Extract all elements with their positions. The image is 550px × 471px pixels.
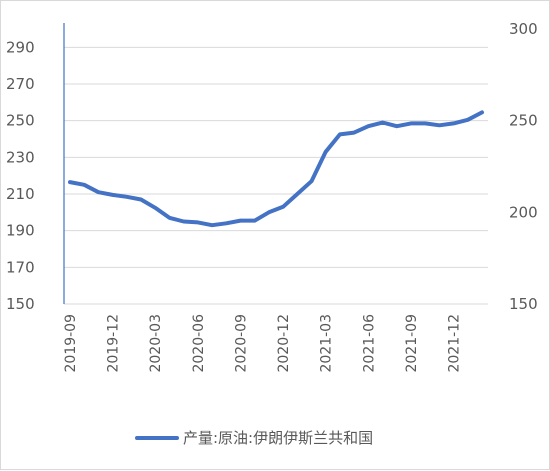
data-point <box>352 131 356 135</box>
left-tick-label: 270 <box>6 75 35 93</box>
right-tick-label: 200 <box>509 203 538 221</box>
right-tick-label: 300 <box>509 20 538 38</box>
data-point <box>395 124 399 128</box>
data-point <box>281 205 285 209</box>
data-point <box>82 183 86 187</box>
data-point <box>466 118 470 122</box>
legend: 产量:原油:伊朗伊斯兰共和国 <box>135 429 373 447</box>
data-point <box>409 121 413 125</box>
left-axis-ticks: 150 170 190 210 230 250 270 290 <box>6 38 35 313</box>
data-point <box>338 132 342 136</box>
data-point <box>196 220 200 224</box>
data-point <box>480 110 484 114</box>
x-tick-label: 2019-12 <box>106 314 122 373</box>
x-tick-label: 2020-03 <box>148 314 164 373</box>
data-point <box>125 195 129 199</box>
data-point <box>423 121 427 125</box>
data-point <box>111 193 115 197</box>
x-tick-label: 2021-03 <box>319 314 335 373</box>
left-tick-label: 150 <box>6 295 35 313</box>
data-point <box>239 219 243 223</box>
data-point <box>437 123 441 127</box>
data-point <box>153 206 157 210</box>
gridlines <box>64 46 488 305</box>
left-tick-label: 230 <box>6 148 35 166</box>
left-tick-label: 250 <box>6 112 35 130</box>
x-tick-label: 2020-09 <box>233 314 249 373</box>
data-point <box>381 121 385 125</box>
data-point <box>295 192 299 196</box>
x-tick-label: 2019-09 <box>63 314 79 373</box>
left-tick-label: 290 <box>6 38 35 56</box>
data-point <box>182 220 186 224</box>
x-tick-label: 2021-06 <box>361 314 377 373</box>
data-point <box>310 179 314 183</box>
legend-label: 产量:原油:伊朗伊斯兰共和国 <box>183 429 373 447</box>
right-tick-label: 250 <box>509 112 538 130</box>
data-point <box>324 150 328 154</box>
data-point <box>253 219 257 223</box>
x-axis-ticks: 2019-09 2019-12 2020-03 2020-06 2020-09 2020-… <box>63 314 463 373</box>
data-point <box>139 198 143 202</box>
data-point <box>96 190 100 194</box>
left-tick-label: 210 <box>6 185 35 203</box>
data-point <box>224 221 228 225</box>
left-tick-label: 170 <box>6 258 35 276</box>
series-line <box>68 110 484 228</box>
right-axis-ticks: 150 200 250 300 <box>509 20 538 313</box>
right-tick-label: 150 <box>509 295 538 313</box>
data-point <box>167 216 171 220</box>
x-tick-label: 2020-12 <box>276 314 292 373</box>
data-point <box>68 180 72 184</box>
data-point <box>452 121 456 125</box>
x-tick-label: 2020-06 <box>191 314 207 373</box>
x-tick-label: 2021-09 <box>404 314 420 373</box>
data-point <box>366 124 370 128</box>
x-tick-label: 2021-12 <box>447 314 463 373</box>
data-point <box>210 223 214 227</box>
data-point <box>267 210 271 214</box>
left-tick-label: 190 <box>6 222 35 240</box>
